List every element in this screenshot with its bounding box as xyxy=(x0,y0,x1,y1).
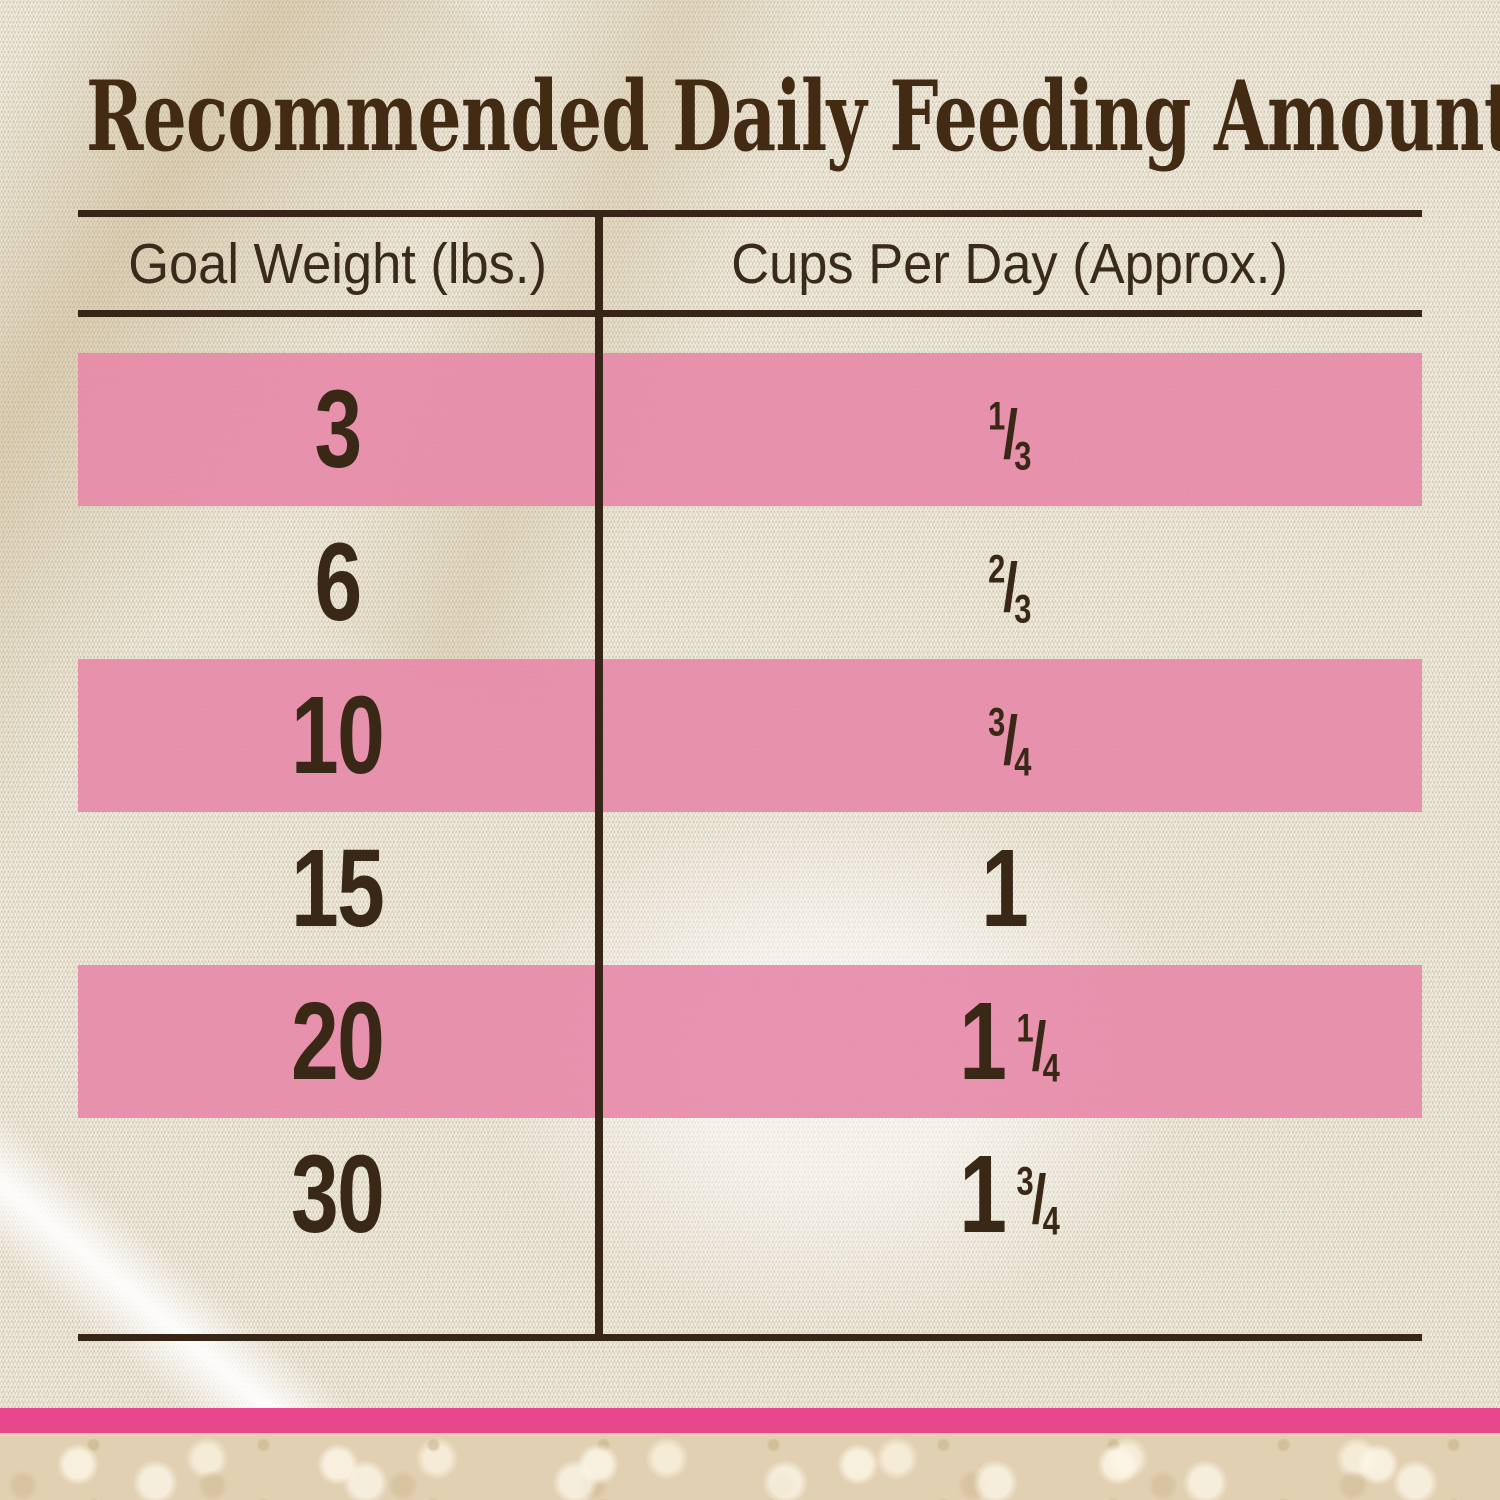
table-body: 3 1/3 6 2/3 10 3/4 15 1 20 1 1/4 30 1 3/4 xyxy=(78,353,1422,1271)
column-header-cups-per-day: Cups Per Day (Approx.) xyxy=(731,231,1288,296)
cups-per-day-value: 1 xyxy=(980,826,1029,950)
cups-per-day-value: 1 3/4 xyxy=(959,1132,1060,1256)
cups-per-day-value: 1 1/4 xyxy=(959,979,1060,1103)
table-top-rule xyxy=(78,210,1422,217)
goal-weight-value: 15 xyxy=(291,826,385,950)
table-row: 15 1 xyxy=(78,812,1422,965)
pink-accent-bar xyxy=(0,1408,1500,1433)
marble-countertop-strip xyxy=(0,1433,1500,1500)
table-row: 30 1 3/4 xyxy=(78,1118,1422,1271)
table-row: 3 1/3 xyxy=(78,353,1422,506)
table-header-rule xyxy=(78,310,1422,317)
page-title: Recommended Daily Feeding Amounts: xyxy=(86,60,1500,173)
table-column-divider xyxy=(595,210,603,1341)
goal-weight-value: 10 xyxy=(291,673,385,797)
table-header-row: Goal Weight (lbs.) Cups Per Day (Approx.… xyxy=(78,217,1422,310)
goal-weight-value: 3 xyxy=(314,367,362,491)
cups-per-day-value: 2/3 xyxy=(987,546,1032,631)
table-row: 20 1 1/4 xyxy=(78,965,1422,1118)
column-header-goal-weight: Goal Weight (lbs.) xyxy=(128,231,547,296)
cups-per-day-value: 3/4 xyxy=(987,699,1032,784)
cups-per-day-value: 1/3 xyxy=(987,393,1032,478)
goal-weight-value: 20 xyxy=(291,979,385,1103)
table-row: 10 3/4 xyxy=(78,659,1422,812)
table-row: 6 2/3 xyxy=(78,506,1422,659)
goal-weight-value: 30 xyxy=(291,1132,385,1256)
table-bottom-rule xyxy=(78,1334,1422,1341)
goal-weight-value: 6 xyxy=(314,520,362,644)
